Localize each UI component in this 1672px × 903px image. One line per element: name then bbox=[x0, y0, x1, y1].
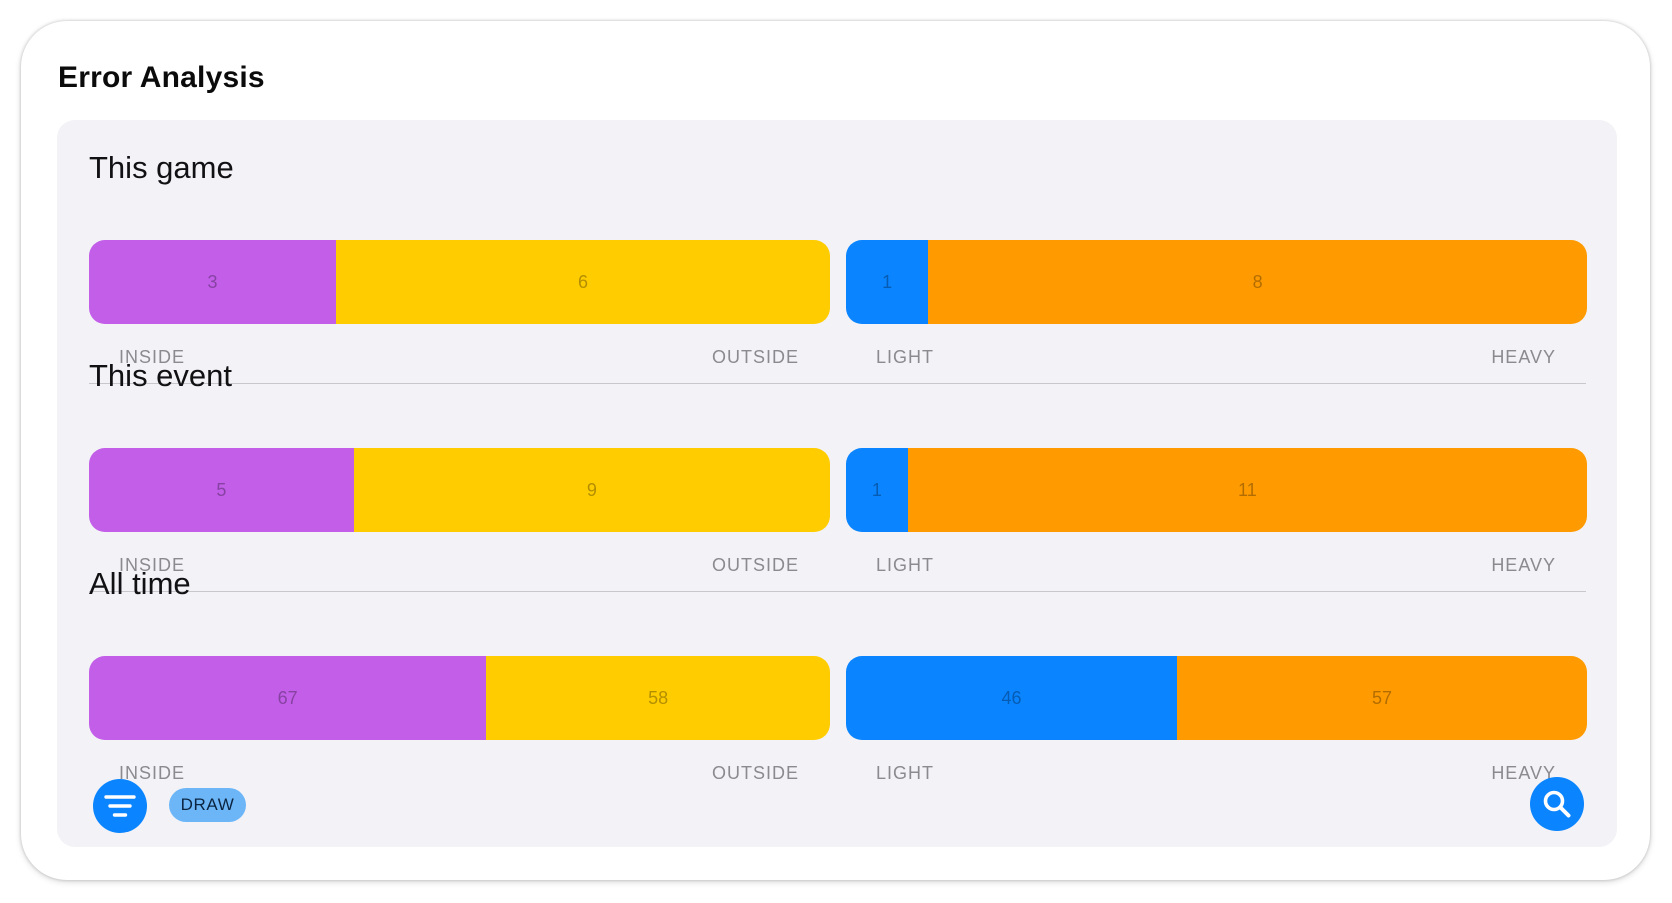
draw-filter-chip[interactable]: DRAW bbox=[169, 788, 246, 822]
stats-panel: This game 3 6 1 8 INSIDE OUTSIDE LIGHT H… bbox=[57, 120, 1617, 847]
light-segment: 46 bbox=[846, 656, 1177, 740]
inside-count: 67 bbox=[277, 687, 298, 708]
error-analysis-card: Error Analysis This game 3 6 1 8 INSIDE … bbox=[21, 21, 1650, 880]
inside-outside-bar: 3 6 bbox=[89, 240, 830, 324]
section-divider bbox=[89, 591, 1586, 592]
outside-segment: 6 bbox=[336, 240, 830, 324]
heavy-segment: 57 bbox=[1176, 656, 1587, 740]
inside-segment: 67 bbox=[89, 656, 487, 740]
inside-outside-bar: 67 58 bbox=[89, 656, 830, 740]
outside-label: OUTSIDE bbox=[711, 347, 799, 367]
outside-label: OUTSIDE bbox=[711, 763, 799, 783]
inside-label: INSIDE bbox=[119, 555, 186, 575]
light-count: 1 bbox=[882, 271, 893, 292]
search-button[interactable] bbox=[1530, 777, 1584, 831]
section-this-event: This event 5 9 1 11 INSIDE OUTSIDE LIGHT… bbox=[89, 358, 1587, 592]
section-title: All time bbox=[89, 566, 191, 601]
light-count: 1 bbox=[871, 479, 882, 500]
card-title: Error Analysis bbox=[58, 61, 265, 94]
magnifying-glass-icon bbox=[1543, 790, 1571, 818]
light-count: 46 bbox=[1001, 687, 1022, 708]
section-title: This event bbox=[89, 358, 233, 393]
inside-segment: 5 bbox=[89, 448, 354, 532]
section-all-time: All time 67 58 46 57 INSIDE OUTSIDE LIGH… bbox=[89, 566, 1587, 783]
outside-count: 9 bbox=[586, 479, 597, 500]
light-heavy-bar: 1 8 bbox=[846, 240, 1587, 324]
heavy-count: 11 bbox=[1238, 479, 1257, 500]
heavy-segment: 11 bbox=[907, 448, 1587, 532]
light-heavy-bar: 1 11 bbox=[846, 448, 1587, 532]
light-label: LIGHT bbox=[876, 763, 935, 783]
inside-label: INSIDE bbox=[119, 347, 186, 367]
heavy-label: HEAVY bbox=[1491, 347, 1556, 367]
inside-segment: 3 bbox=[89, 240, 336, 324]
inside-count: 3 bbox=[207, 271, 218, 292]
light-segment: 1 bbox=[846, 448, 908, 532]
heavy-count: 8 bbox=[1252, 271, 1263, 292]
heavy-label: HEAVY bbox=[1491, 555, 1556, 575]
outside-label: OUTSIDE bbox=[711, 555, 799, 575]
filter-button[interactable] bbox=[93, 779, 147, 833]
section-divider bbox=[89, 383, 1586, 384]
inside-label: INSIDE bbox=[119, 763, 186, 783]
inside-count: 5 bbox=[216, 479, 227, 500]
light-heavy-bar: 46 57 bbox=[846, 656, 1587, 740]
outside-segment: 58 bbox=[486, 656, 830, 740]
heavy-segment: 8 bbox=[928, 240, 1587, 324]
light-label: LIGHT bbox=[876, 347, 935, 367]
outside-count: 58 bbox=[648, 687, 669, 708]
heavy-count: 57 bbox=[1371, 687, 1392, 708]
filter-lines-icon bbox=[104, 795, 136, 817]
section-this-game: This game 3 6 1 8 INSIDE OUTSIDE LIGHT H… bbox=[89, 150, 1587, 384]
heavy-label: HEAVY bbox=[1491, 763, 1556, 783]
outside-segment: 9 bbox=[353, 448, 830, 532]
section-title: This game bbox=[89, 150, 234, 185]
outside-count: 6 bbox=[577, 271, 588, 292]
light-label: LIGHT bbox=[876, 555, 935, 575]
inside-outside-bar: 5 9 bbox=[89, 448, 830, 532]
light-segment: 1 bbox=[846, 240, 929, 324]
